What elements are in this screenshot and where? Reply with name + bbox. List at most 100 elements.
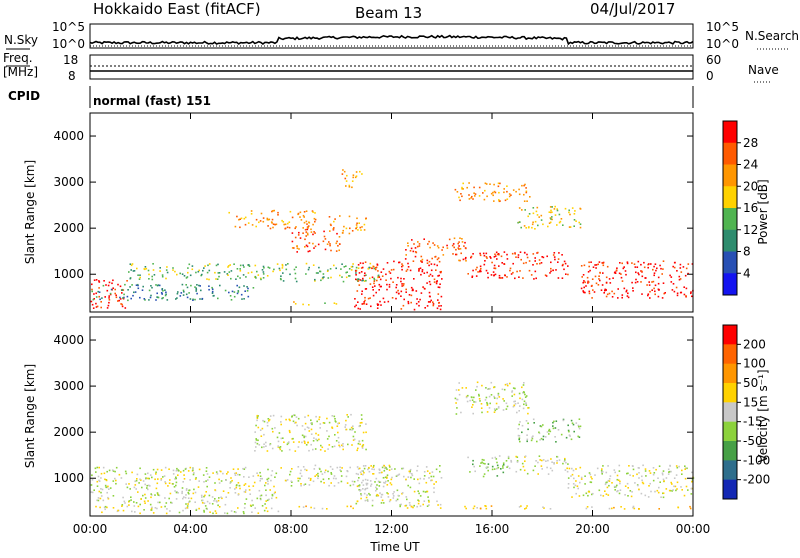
scatter-cell: [617, 288, 619, 290]
scatter-cell: [275, 223, 278, 226]
scatter-cell: [472, 198, 474, 200]
colorbar-swatch: [723, 344, 737, 365]
scatter-cell: [339, 274, 341, 277]
scatter-cell: [333, 415, 336, 418]
scatter-cell: [479, 270, 481, 273]
scatter-cell: [317, 477, 319, 480]
scatter-cell: [285, 418, 287, 421]
scatter-cell: [266, 217, 269, 220]
scatter-cell: [407, 262, 409, 265]
scatter-cell: [672, 265, 674, 268]
scatter-cell: [415, 302, 418, 305]
scatter-cell: [544, 436, 547, 438]
scatter-cell: [108, 295, 110, 297]
scatter-cell: [617, 479, 620, 481]
scatter-cell: [435, 282, 438, 285]
scatter-cell: [555, 420, 558, 422]
scatter-cell: [126, 295, 129, 298]
scatter-cell: [293, 414, 296, 417]
scatter-cell: [525, 402, 527, 405]
scatter-cell: [625, 289, 628, 292]
scatter-cell: [239, 226, 241, 229]
scatter-cell: [164, 497, 166, 499]
scatter-cell: [195, 288, 198, 291]
scatter-cell: [112, 287, 114, 289]
scatter-cell: [655, 468, 657, 471]
scatter-cell: [523, 225, 526, 227]
scatter-cell: [343, 170, 346, 173]
scatter-cell: [124, 283, 126, 286]
scatter-cell: [371, 499, 374, 502]
scatter-cell: [439, 308, 442, 311]
scatter-cell: [669, 465, 671, 467]
scatter-cell: [294, 450, 297, 452]
scatter-cell: [598, 489, 601, 492]
scatter-cell: [652, 473, 655, 476]
scatter-cell: [516, 461, 519, 463]
scatter-cell: [562, 418, 565, 421]
scatter-cell: [256, 417, 259, 419]
scatter-cell: [122, 289, 125, 291]
scatter-cell: [587, 490, 590, 493]
scatter-cell: [652, 467, 655, 469]
scatter-cell: [591, 297, 593, 299]
scatter-cell: [406, 498, 408, 501]
scatter-cell: [577, 435, 579, 438]
scatter-cell: [371, 267, 373, 270]
scatter-cell: [112, 507, 115, 509]
scatter-cell: [348, 275, 351, 277]
scatter-cell: [307, 441, 309, 444]
scatter-cell: [345, 276, 348, 279]
scatter-cell: [373, 280, 376, 282]
scatter-cell: [587, 494, 589, 497]
scatter-cell: [313, 231, 315, 233]
scatter-cell: [433, 278, 436, 281]
scatter-cell: [484, 189, 486, 192]
scatter-cell: [616, 267, 618, 269]
scatter-cell: [664, 292, 666, 294]
scatter-cell: [183, 275, 186, 277]
y-tick-label: 4000: [53, 333, 84, 347]
scatter-cell: [527, 412, 529, 415]
scatter-cell: [104, 508, 106, 511]
scatter-cell: [581, 276, 583, 278]
scatter-cell: [636, 266, 639, 268]
scatter-cell: [311, 210, 314, 212]
scatter-cell: [355, 502, 358, 505]
scatter-cell: [281, 263, 284, 266]
scatter-cell: [605, 289, 607, 291]
scatter-cell: [407, 302, 410, 305]
scatter-cell: [100, 491, 102, 494]
scatter-cell: [522, 384, 525, 386]
colorbar-tick-label: 16: [743, 201, 758, 215]
scatter-cell: [562, 419, 565, 422]
scatter-cell: [465, 395, 468, 398]
scatter-cell: [281, 219, 283, 222]
scatter-cell: [395, 297, 397, 300]
scatter-cell: [230, 477, 232, 479]
scatter-cell: [422, 503, 424, 506]
scatter-cell: [388, 283, 391, 286]
scatter-cell: [342, 443, 344, 445]
scatter-cell: [359, 443, 361, 446]
scatter-cell: [544, 274, 547, 276]
scatter-cell: [527, 215, 529, 218]
scatter-cell: [297, 477, 299, 480]
scatter-cell: [201, 499, 204, 502]
scatter-cell: [361, 266, 364, 269]
scatter-cell: [519, 251, 522, 253]
scatter-cell: [237, 473, 239, 476]
scatter-cell: [397, 292, 400, 295]
scatter-cell: [201, 273, 203, 276]
scatter-cell: [588, 472, 591, 474]
scatter-cell: [385, 480, 387, 483]
freq-label-line2: [MHz]: [3, 65, 38, 79]
scatter-cell: [553, 208, 556, 210]
scatter-cell: [372, 473, 375, 475]
scatter-cell: [303, 484, 305, 486]
scatter-cell: [143, 509, 145, 511]
scatter-cell: [219, 470, 221, 472]
scatter-cell: [357, 447, 359, 450]
scatter-cell: [196, 284, 198, 286]
scatter-cell: [396, 498, 399, 501]
